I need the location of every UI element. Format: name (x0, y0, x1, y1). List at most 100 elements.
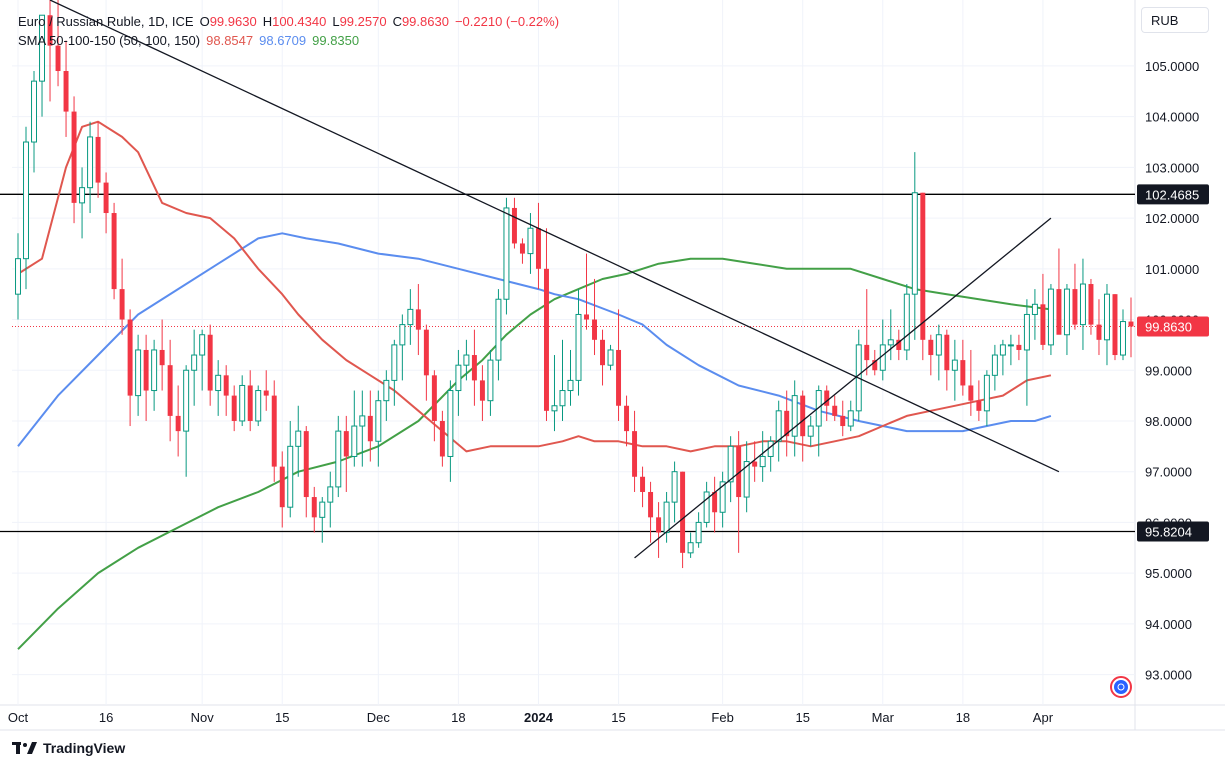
candle-body (840, 415, 846, 427)
open-label: O (199, 14, 210, 29)
candle-body (167, 365, 173, 416)
candle-body (79, 187, 86, 204)
candle-body (935, 334, 942, 356)
candle-body (1120, 321, 1126, 356)
candle-body (896, 339, 902, 350)
globe-icon[interactable] (1110, 676, 1132, 698)
currency-button[interactable]: RUB (1141, 7, 1209, 33)
time-tick-label: Dec (367, 710, 391, 725)
time-tick-label: Feb (711, 710, 733, 725)
candle-body (1007, 344, 1014, 347)
tradingview-brand: TradingView (12, 740, 125, 756)
price-tick-label: 93.0000 (1145, 668, 1192, 683)
time-tick-label: 2024 (524, 710, 554, 725)
candle-body (519, 243, 525, 254)
close-label: C (392, 14, 402, 29)
symbol-title[interactable]: Euro / Russian Ruble, 1D, ICE (18, 14, 194, 29)
candle-body (95, 136, 101, 183)
candle-body (15, 258, 21, 295)
candle-body (191, 354, 198, 371)
candle-body (87, 136, 94, 189)
resistance-price-tag (1137, 184, 1209, 205)
candle-body (391, 344, 398, 381)
open-value: 99.9630 (209, 14, 257, 29)
candle-body (231, 395, 237, 421)
price-tick-label: 103.0000 (1145, 160, 1199, 175)
candle-body (423, 329, 429, 376)
candle-body (103, 182, 109, 214)
candle-body (295, 430, 302, 447)
candle-body (687, 542, 694, 554)
candle-body (63, 71, 69, 112)
close-value: 99.8630 (401, 14, 449, 29)
candle-body (887, 339, 894, 346)
price-tick-label: 105.0000 (1145, 59, 1199, 74)
sma150-line (17, 257, 1052, 650)
horizontal-levels (0, 193, 1135, 533)
candle-body (736, 446, 742, 498)
candle-body (663, 501, 670, 534)
candle-body (951, 359, 958, 371)
candle-body (1016, 344, 1022, 350)
candle-body (287, 445, 294, 508)
candle-body (775, 410, 782, 442)
candle-body (864, 344, 870, 361)
candle-body (656, 517, 662, 533)
candle-body (791, 395, 798, 437)
candle-body (47, 15, 53, 46)
candle-body (375, 400, 382, 442)
price-axis[interactable]: 93.000094.000095.000096.000097.000098.00… (1145, 59, 1199, 683)
candle-body (944, 334, 950, 371)
candle-body (327, 486, 334, 503)
time-tick-label: Oct (8, 710, 29, 725)
candle-body (535, 228, 541, 269)
change-value: −0.2210 (−0.22%) (454, 14, 560, 29)
candle-body (727, 445, 734, 483)
sma100-line (17, 232, 1052, 447)
candle-body (207, 334, 213, 391)
candle-body (279, 466, 285, 508)
candle-body (431, 375, 437, 421)
candle-body (1103, 293, 1110, 341)
candle-body (968, 385, 974, 401)
candle-body (31, 80, 37, 143)
uptrend-line (634, 217, 1052, 559)
sma-title[interactable]: SMA 50-100-150 (50, 100, 150) (18, 33, 201, 48)
candle-body (407, 308, 414, 326)
candle-body (415, 309, 421, 330)
last-price-tag (1137, 316, 1209, 337)
candle-body (311, 497, 317, 518)
candle-body (271, 395, 277, 467)
price-tick-label: 102.0000 (1145, 211, 1199, 226)
candle-body (471, 355, 477, 381)
candle-body (23, 141, 29, 260)
time-tick-label: 16 (99, 710, 113, 725)
downtrend-line (49, 0, 1060, 473)
candle-body (784, 410, 790, 437)
candle-body (832, 405, 838, 416)
candle-body (511, 207, 517, 244)
candlestick-series (15, 0, 1134, 569)
candle-body (447, 390, 454, 457)
candle-body (575, 313, 582, 381)
price-tick-label: 97.0000 (1145, 465, 1192, 480)
candle-body (479, 380, 485, 401)
time-tick-label: Nov (191, 710, 215, 725)
candle-body (367, 415, 373, 442)
chart-grid (0, 0, 1225, 731)
candle-body (175, 415, 181, 432)
candle-body (703, 491, 710, 523)
candle-body (399, 324, 406, 346)
candle-body (1031, 303, 1038, 315)
time-axis[interactable]: Oct 16 Nov 15 Dec 18 2024 15 Feb 15 Mar 18 Apr (8, 710, 1054, 725)
sma50-line (17, 120, 1052, 453)
candle-body (976, 400, 982, 411)
candle-body (359, 415, 366, 427)
candle-body (807, 425, 814, 437)
time-tick-label: Apr (1033, 710, 1054, 725)
candle-body (1112, 294, 1118, 356)
candle-body (824, 390, 830, 406)
candle-body (303, 431, 309, 498)
candle-body (263, 390, 269, 396)
